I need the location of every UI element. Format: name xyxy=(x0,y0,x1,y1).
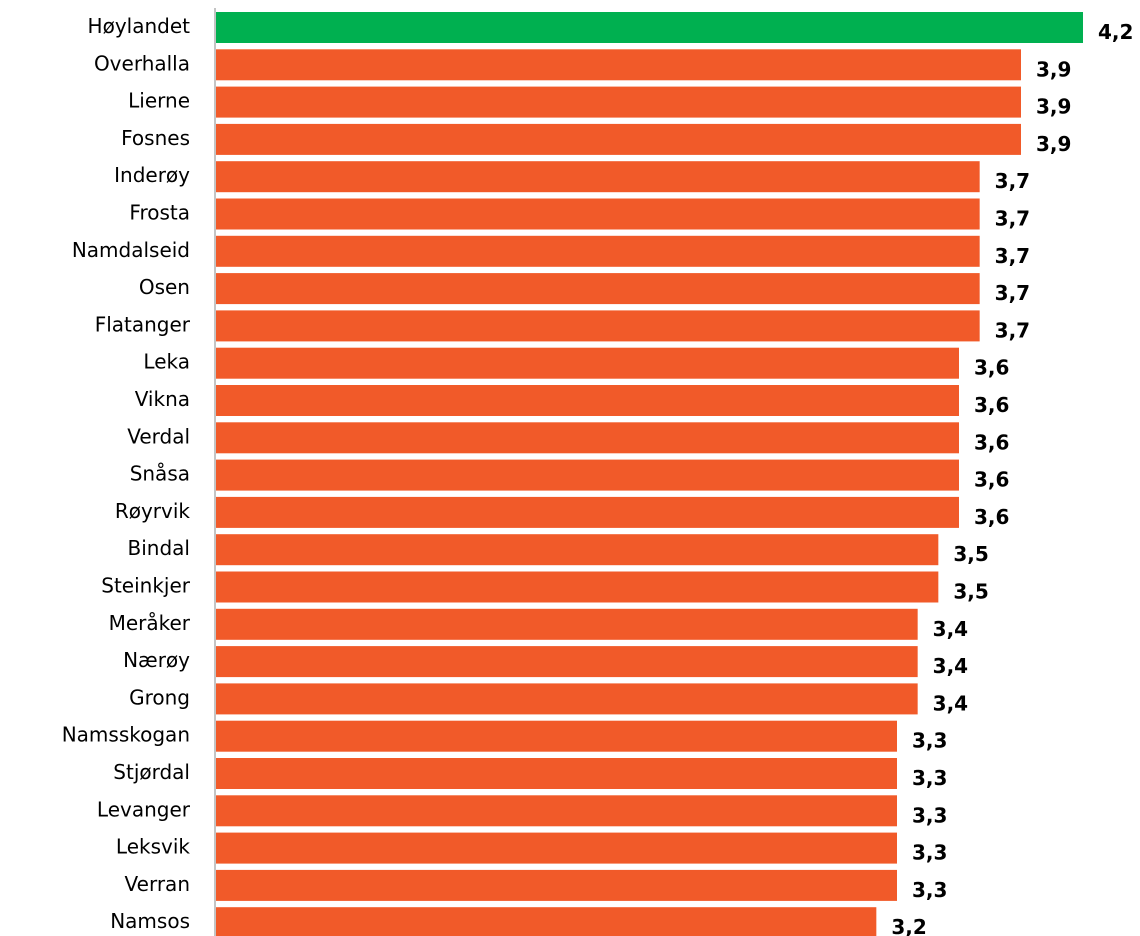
category-label: Frosta xyxy=(129,201,190,225)
category-label: Snåsa xyxy=(130,462,190,486)
value-label: 3,3 xyxy=(912,766,947,790)
category-label: Meråker xyxy=(109,611,191,635)
bar xyxy=(216,496,959,528)
bar xyxy=(216,571,939,603)
bar xyxy=(216,720,897,752)
category-label: Flatanger xyxy=(95,312,191,336)
category-label: Høylandet xyxy=(88,14,191,38)
value-label: 3,7 xyxy=(995,318,1030,342)
value-label: 3,7 xyxy=(995,244,1030,268)
bar xyxy=(216,795,897,827)
bar xyxy=(216,86,1021,118)
bar xyxy=(216,758,897,789)
value-label: 3,6 xyxy=(974,505,1009,529)
category-label: Fosnes xyxy=(121,126,190,150)
value-label: 3,6 xyxy=(974,430,1009,454)
category-label: Verdal xyxy=(127,424,190,448)
category-label: Lierne xyxy=(128,89,190,113)
bar xyxy=(216,534,939,566)
bar xyxy=(216,907,877,936)
category-label: Bindal xyxy=(128,536,190,560)
value-label: 3,4 xyxy=(933,691,968,715)
value-label: 3,7 xyxy=(995,207,1030,231)
value-label: 3,6 xyxy=(974,468,1009,492)
bar xyxy=(216,385,959,416)
category-label: Namsos xyxy=(110,909,190,933)
category-label: Røyrvik xyxy=(115,499,191,523)
value-label: 3,7 xyxy=(995,281,1030,305)
category-label: Osen xyxy=(139,275,190,299)
value-label: 3,9 xyxy=(1036,57,1071,81)
bar xyxy=(216,608,918,640)
bar xyxy=(216,12,1083,43)
bar xyxy=(216,123,1021,155)
value-label: 3,5 xyxy=(953,542,988,566)
bar xyxy=(216,459,959,491)
category-label: Steinkjer xyxy=(101,574,191,598)
category-label: Levanger xyxy=(97,797,191,821)
value-label: 3,4 xyxy=(933,654,968,678)
bar xyxy=(216,832,897,864)
category-label: Inderøy xyxy=(114,163,190,187)
category-label: Namdalseid xyxy=(72,238,190,262)
value-label: 3,6 xyxy=(974,356,1009,380)
category-label: Vikna xyxy=(135,387,190,411)
category-label: Verran xyxy=(125,872,190,896)
value-label: 3,3 xyxy=(912,841,947,865)
category-label: Stjørdal xyxy=(113,760,190,784)
value-label: 3,9 xyxy=(1036,132,1071,156)
bar xyxy=(216,422,959,454)
bar xyxy=(216,869,897,901)
value-label: 4,2 xyxy=(1098,20,1133,44)
bar xyxy=(216,198,980,230)
bar xyxy=(216,161,980,193)
value-label: 3,6 xyxy=(974,393,1009,417)
value-label: 3,3 xyxy=(912,878,947,902)
category-label: Nærøy xyxy=(123,648,190,672)
category-label: Leksvik xyxy=(116,835,190,859)
category-label: Namsskogan xyxy=(62,723,190,747)
value-label: 3,4 xyxy=(933,617,968,641)
bar xyxy=(216,273,980,305)
value-label: 3,3 xyxy=(912,729,947,753)
bar xyxy=(216,347,959,379)
category-label: Overhalla xyxy=(94,51,190,75)
category-label: Leka xyxy=(143,350,190,374)
bar xyxy=(216,646,918,678)
value-label: 3,5 xyxy=(953,580,988,604)
bar xyxy=(216,310,980,342)
bar xyxy=(216,683,918,715)
category-label: Grong xyxy=(129,685,190,709)
value-label: 3,9 xyxy=(1036,95,1071,119)
bar xyxy=(216,49,1021,81)
bar xyxy=(216,235,980,267)
value-label: 3,2 xyxy=(891,915,926,936)
value-label: 3,7 xyxy=(995,169,1030,193)
value-label: 3,3 xyxy=(912,803,947,827)
